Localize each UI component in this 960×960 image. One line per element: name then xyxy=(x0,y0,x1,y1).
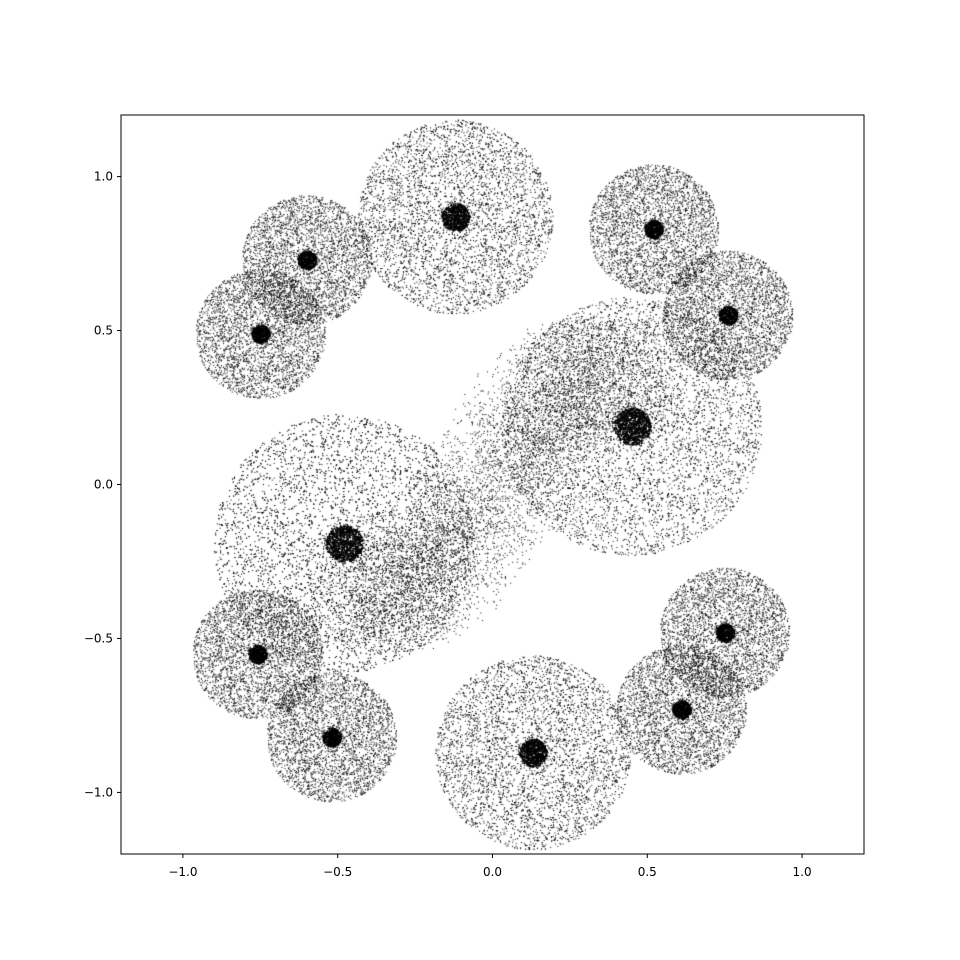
y-axis: −1.0 −0.5 0.0 0.5 1.0 xyxy=(84,170,121,799)
y-tick-label: −1.0 xyxy=(84,785,113,799)
y-tick-label: 0.0 xyxy=(94,478,113,492)
axes-frame xyxy=(120,114,865,855)
x-tick-label: 0.0 xyxy=(483,865,502,879)
fractal-scatter-points xyxy=(121,115,864,854)
y-tick-label: 0.5 xyxy=(94,324,113,338)
x-tick-label: 0.5 xyxy=(638,865,657,879)
y-tick-label: 1.0 xyxy=(94,170,113,184)
x-tick-label: −1.0 xyxy=(168,865,197,879)
y-tick-label: −0.5 xyxy=(84,631,113,645)
x-axis: −1.0 −0.5 0.0 0.5 1.0 xyxy=(168,854,812,879)
x-tick-label: −0.5 xyxy=(323,865,352,879)
x-tick-label: 1.0 xyxy=(793,865,812,879)
